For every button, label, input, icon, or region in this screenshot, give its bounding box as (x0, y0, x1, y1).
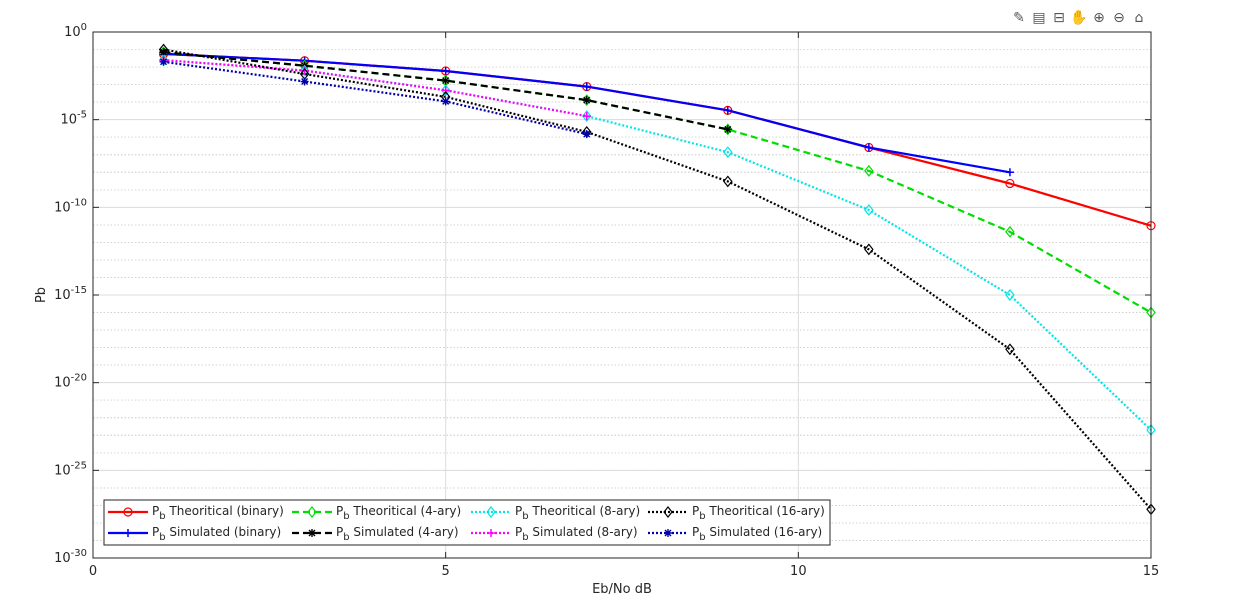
data-point (441, 86, 450, 95)
series-line (163, 60, 587, 136)
data-point (582, 96, 591, 105)
data-point (723, 175, 733, 188)
legend-label: Pb Simulated (8-ary) (515, 525, 638, 543)
legend-label: Pb Simulated (4-ary) (336, 525, 459, 543)
legend-marker (307, 506, 317, 518)
legend-label: Pb Simulated (binary) (152, 525, 281, 543)
y-tick-label: 10-25 (54, 460, 87, 478)
zoom-out-icon[interactable]: ⊖ (1113, 10, 1125, 26)
legend-label: Pb Theoritical (4-ary) (336, 504, 461, 522)
legend-marker (664, 529, 672, 537)
data-point (581, 110, 592, 123)
x-tick-label: 10 (790, 564, 807, 579)
x-tick-label: 0 (89, 564, 97, 579)
data-point (723, 125, 732, 134)
x-tick-label: 15 (1143, 564, 1160, 579)
series-7 (159, 57, 591, 139)
data-point (1005, 225, 1015, 238)
legend-entry: Pb Theoritical (16-ary) (648, 504, 825, 522)
y-tick-label: 10-5 (60, 110, 87, 128)
data-point (1005, 289, 1015, 301)
y-tick-label: 100 (64, 22, 87, 40)
data-point (440, 84, 451, 97)
legend-label: Pb Theoritical (16-ary) (692, 504, 825, 522)
legend-entry: Pb Simulated (binary) (108, 525, 281, 543)
x-axis-label: Eb/No dB (592, 582, 652, 595)
legend-entry: Pb Simulated (8-ary) (471, 525, 638, 543)
data-point (1005, 343, 1015, 356)
legend: Pb Theoritical (binary) Pb Theoritical (4… (103, 499, 831, 546)
legend-entry: Pb Theoritical (4-ary) (292, 504, 461, 522)
data-point (300, 66, 309, 75)
data-point (299, 64, 310, 77)
x-tick-label: 5 (442, 564, 450, 579)
y-tick-label: 10-20 (54, 373, 87, 391)
data-point (441, 76, 450, 85)
data-point (158, 43, 169, 56)
legend-label: Pb Theoritical (binary) (152, 504, 284, 522)
legend-label: Pb Theoritical (8-ary) (515, 504, 640, 522)
edit-plot-icon[interactable]: ✎ (1013, 10, 1025, 26)
data-point (723, 106, 732, 115)
legend-label: Pb Simulated (16-ary) (692, 525, 822, 543)
legend-marker (486, 506, 496, 518)
data-point (864, 164, 874, 177)
series-line (163, 59, 587, 118)
data-point (1005, 168, 1014, 177)
pan-icon[interactable]: ✋ (1070, 10, 1088, 26)
data-point (581, 94, 592, 107)
y-tick-label: 10-30 (54, 548, 87, 566)
data-point (441, 66, 450, 75)
series-line (163, 51, 729, 131)
data-point (864, 243, 874, 256)
legend-entry: Pb Theoritical (binary) (108, 504, 284, 522)
data-point (864, 204, 874, 217)
zoom-in-icon[interactable]: ⊕ (1093, 10, 1105, 26)
tick-layer: 0 5 10 15 100 10-5 10-10 10-15 10-20 10-25 10-30 (54, 22, 1159, 579)
legend-entry: Pb Simulated (4-ary) (292, 525, 459, 543)
legend-marker (308, 529, 316, 537)
insert-legend-icon[interactable]: ▤ (1032, 10, 1046, 26)
data-point (1005, 178, 1015, 189)
home-icon[interactable]: ⌂ (1134, 10, 1144, 26)
data-point (159, 48, 168, 57)
legend-marker (124, 529, 132, 537)
data-point (582, 130, 591, 139)
legend-entry: Pb Simulated (16-ary) (648, 525, 822, 543)
data-point (582, 82, 591, 91)
y-tick-label: 10-10 (54, 197, 87, 215)
data-tips-icon[interactable]: ⊟ (1053, 10, 1065, 26)
data-point (723, 123, 733, 136)
y-tick-label: 10-15 (54, 285, 87, 303)
y-axis-label: Pb (34, 287, 49, 303)
data-point (864, 143, 873, 152)
axes-toolbar: ✎ ▤ ⊟ ✋ ⊕ ⊖ ⌂ (1010, 8, 1148, 30)
data-point (441, 97, 450, 106)
series-layer (158, 43, 1156, 516)
data-point (300, 77, 309, 86)
data-point (723, 146, 733, 159)
series-line (163, 48, 1152, 511)
data-point (582, 112, 591, 121)
legend-marker (123, 507, 133, 517)
legend-marker (487, 529, 495, 537)
legend-marker (663, 506, 673, 518)
series-6 (158, 43, 1156, 516)
legend-box (103, 499, 831, 546)
data-point (159, 57, 168, 66)
legend-entry: Pb Theoritical (8-ary) (471, 504, 640, 522)
